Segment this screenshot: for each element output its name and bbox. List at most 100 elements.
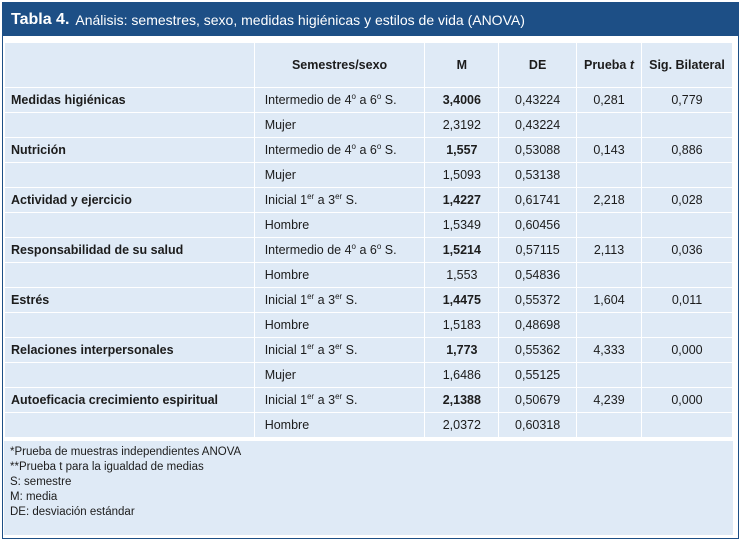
sig-value: 0,036 [640, 237, 734, 263]
table-title: Análisis: semestres, sexo, medidas higié… [75, 11, 525, 28]
group-label: Inicial 1er a 3er S. [253, 387, 426, 413]
table-row: Nutrición Intermedio de 4o a 6o S. 1,557 0,… [4, 137, 734, 163]
de-value: 0,60318 [498, 412, 578, 438]
variable-empty [4, 362, 255, 388]
de-value: 0,53138 [498, 162, 578, 188]
table-row: Mujer 1,5093 0,53138 [4, 162, 734, 188]
note-line: *Prueba de muestras independientes ANOVA [10, 446, 242, 458]
table-row: Hombre 1,5349 0,60456 [4, 212, 734, 238]
header-group: Semestres/sexo [253, 42, 426, 88]
de-value: 0,55372 [498, 287, 578, 313]
sig-empty [640, 412, 734, 438]
mean-value: 3,4006 [424, 87, 500, 113]
variable-empty [4, 262, 255, 288]
variable-name: Responsabilidad de su salud [4, 237, 255, 263]
variable-empty [4, 162, 255, 188]
table-row: Actividad y ejercicio Inicial 1er a 3er S… [4, 187, 734, 213]
header-row: Semestres/sexo M DE Prueba t Sig. Bilate… [4, 42, 734, 88]
variable-name: Estrés [4, 287, 255, 313]
table-row: Mujer 2,3192 0,43224 [4, 112, 734, 138]
variable-name: Nutrición [4, 137, 255, 163]
t-value: 0,143 [576, 137, 642, 163]
group-label: Hombre [253, 212, 426, 238]
t-value: 4,333 [576, 337, 642, 363]
table-number: Tabla 4. [11, 10, 70, 28]
mean-value: 1,5349 [424, 212, 500, 238]
table-row: Responsabilidad de su salud Intermedio de… [4, 237, 734, 263]
header-m: M [424, 42, 500, 88]
table-notes: *Prueba de muestras independientes ANOVA… [4, 441, 733, 535]
mean-value: 2,3192 [424, 112, 500, 138]
table-row: Mujer 1,6486 0,55125 [4, 362, 734, 388]
group-label: Intermedio de 4o a 6o S. [253, 237, 426, 263]
group-label: Hombre [253, 262, 426, 288]
note-line: S: semestre [10, 476, 72, 488]
mean-value: 1,5183 [424, 312, 500, 338]
de-value: 0,50679 [498, 387, 578, 413]
de-value: 0,57115 [498, 237, 578, 263]
table-row: Autoeficacia crecimiento espiritual Inici… [4, 387, 734, 413]
note-line: M: media [10, 491, 58, 503]
table-row: Hombre 2,0372 0,60318 [4, 412, 734, 438]
mean-value: 1,6486 [424, 362, 500, 388]
t-value: 4,239 [576, 387, 642, 413]
sig-empty [640, 112, 734, 138]
de-value: 0,54836 [498, 262, 578, 288]
t-empty [576, 362, 642, 388]
mean-value: 1,557 [424, 137, 500, 163]
mean-value: 1,5093 [424, 162, 500, 188]
mean-value: 2,0372 [424, 412, 500, 438]
sig-empty [640, 362, 734, 388]
mean-value: 2,1388 [424, 387, 500, 413]
header-blank [4, 42, 255, 88]
group-label: Intermedio de 4o a 6o S. [253, 87, 426, 113]
mean-value: 1,773 [424, 337, 500, 363]
note-line: **Prueba t para la igualdad de medias [10, 461, 204, 473]
sig-empty [640, 312, 734, 338]
t-empty [576, 262, 642, 288]
t-empty [576, 312, 642, 338]
variable-name: Medidas higiénicas [4, 87, 255, 113]
de-value: 0,53088 [498, 137, 578, 163]
table-title-bar: Tabla 4. Análisis: semestres, sexo, medi… [3, 3, 738, 36]
de-value: 0,48698 [498, 312, 578, 338]
t-empty [576, 212, 642, 238]
de-value: 0,61741 [498, 187, 578, 213]
sig-empty [640, 212, 734, 238]
variable-empty [4, 312, 255, 338]
variable-name: Relaciones interpersonales [4, 337, 255, 363]
group-label: Mujer [253, 362, 426, 388]
note-line: DE: desviación estándar [10, 506, 135, 518]
t-empty [576, 112, 642, 138]
de-value: 0,60456 [498, 212, 578, 238]
mean-value: 1,5214 [424, 237, 500, 263]
group-label: Inicial 1er a 3er S. [253, 187, 426, 213]
group-label: Hombre [253, 412, 426, 438]
table-row: Medidas higiénicas Intermedio de 4o a 6o … [4, 87, 734, 113]
table-row: Hombre 1,553 0,54836 [4, 262, 734, 288]
sig-value: 0,011 [640, 287, 734, 313]
mean-value: 1,4227 [424, 187, 500, 213]
sig-value: 0,779 [640, 87, 734, 113]
sig-empty [640, 262, 734, 288]
group-label: Intermedio de 4o a 6o S. [253, 137, 426, 163]
sig-empty [640, 162, 734, 188]
t-value: 1,604 [576, 287, 642, 313]
sig-value: 0,000 [640, 387, 734, 413]
t-empty [576, 162, 642, 188]
t-value: 2,113 [576, 237, 642, 263]
group-label: Mujer [253, 112, 426, 138]
group-label: Inicial 1er a 3er S. [253, 287, 426, 313]
sig-value: 0,000 [640, 337, 734, 363]
t-value: 2,218 [576, 187, 642, 213]
mean-value: 1,553 [424, 262, 500, 288]
de-value: 0,55362 [498, 337, 578, 363]
variable-empty [4, 112, 255, 138]
t-empty [576, 412, 642, 438]
group-label: Inicial 1er a 3er S. [253, 337, 426, 363]
t-value: 0,281 [576, 87, 642, 113]
table-row: Estrés Inicial 1er a 3er S. 1,4475 0,55372 1… [4, 287, 734, 313]
variable-empty [4, 212, 255, 238]
de-value: 0,43224 [498, 112, 578, 138]
header-t: Prueba t [576, 42, 642, 88]
